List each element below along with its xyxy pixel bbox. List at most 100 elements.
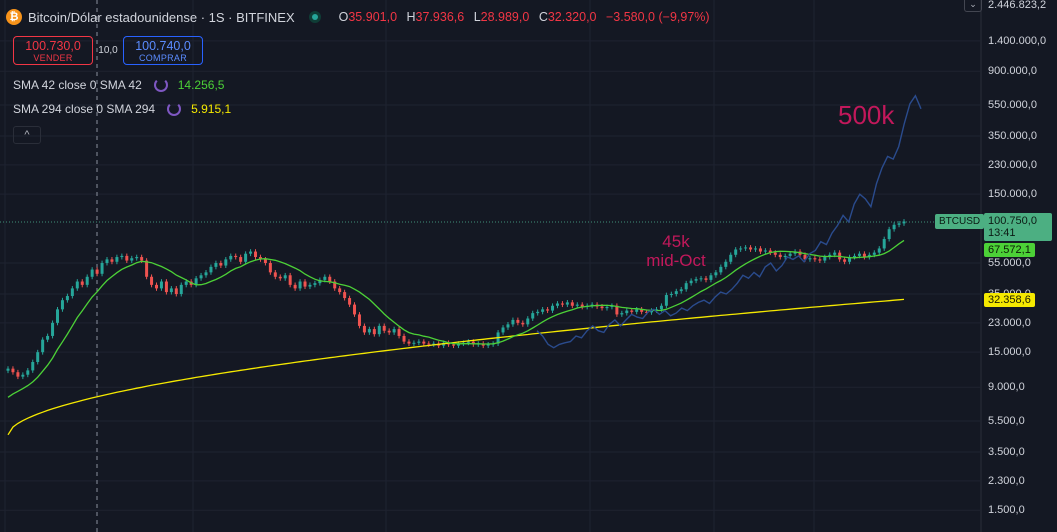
candle-body (392, 329, 396, 333)
candle-body (56, 309, 60, 323)
candle-body (635, 309, 639, 312)
chevron-up-icon: ^ (24, 129, 30, 141)
candle-body (763, 250, 767, 252)
candle-body (555, 303, 559, 306)
ohlc-values: O35.901,0 H37.936,6 L28.989,0 C32.320,0 … (338, 10, 710, 24)
candle-body (565, 302, 569, 305)
symbol-price-tag: BTCUSD (935, 214, 985, 229)
candle-body (813, 258, 817, 260)
trade-panel: 100.730,0 VENDER 10,0 100.740,0 COMPRAR (13, 36, 203, 65)
candle-body (719, 266, 723, 273)
candle-body (536, 311, 540, 314)
candle-body (724, 261, 728, 267)
candle-body (783, 255, 787, 258)
candle-body (357, 314, 361, 326)
candle-body (887, 229, 891, 240)
candle-body (90, 269, 94, 277)
sma294-line (7, 298, 905, 436)
candle-body (328, 276, 332, 282)
candle-body (531, 313, 535, 319)
candle-body (249, 251, 253, 254)
candle-body (432, 343, 436, 345)
candle-body (541, 309, 545, 312)
sma42-line (7, 239, 905, 398)
candle-body (862, 253, 866, 258)
price-axis-label: 350.000,0 (988, 130, 1037, 143)
candle-body (709, 275, 713, 280)
candle-body (21, 374, 25, 377)
candle-body (610, 305, 614, 307)
price-axis-label: 9.000,0 (988, 381, 1025, 394)
buy-label: COMPRAR (138, 53, 188, 63)
candle-body (100, 263, 104, 274)
candle-body (145, 260, 149, 277)
price-axis-label: 230.000,0 (988, 158, 1037, 171)
candle-body (580, 304, 584, 307)
indicator-sma42[interactable]: SMA 42 close 0 SMA 42 14.256,5 (13, 78, 224, 92)
candle-body (135, 257, 139, 259)
candle-body (31, 361, 35, 371)
price-axis-label: 550.000,0 (988, 99, 1037, 111)
low-value: 28.989,0 (480, 10, 530, 24)
buy-price: 100.740,0 (135, 39, 191, 53)
price-axis-label: 2.300,0 (988, 474, 1025, 487)
symbol-title[interactable]: Bitcoin/Dólar estadounidense · 1S · BITF… (28, 9, 295, 25)
candle-body (422, 341, 426, 344)
indicator-name: SMA 42 close 0 SMA 42 (13, 78, 142, 92)
candle-body (402, 335, 406, 342)
candle-body (209, 266, 213, 273)
candle-body (749, 247, 753, 250)
candle-body (645, 311, 649, 313)
candle-body (833, 252, 837, 255)
price-axis-label: 55.000,0 (988, 257, 1031, 269)
candle-body (244, 253, 248, 262)
buy-button[interactable]: 100.740,0 COMPRAR (123, 36, 203, 65)
candle-body (417, 341, 421, 343)
indicator-value: 14.256,5 (177, 78, 225, 92)
candle-body (204, 272, 208, 276)
candle-body (387, 330, 391, 333)
candle-body (773, 252, 777, 255)
chevron-down-icon[interactable]: ⌄ (964, 0, 982, 12)
candle-body (466, 341, 470, 343)
candle-body (333, 281, 337, 289)
collapse-legend-button[interactable]: ^ (13, 126, 41, 144)
candle-body (867, 254, 871, 258)
candle-body (362, 325, 366, 333)
candle-body (110, 259, 114, 262)
candle-body (843, 259, 847, 262)
change-value: −3.580,0 (−9,97%) (606, 10, 710, 24)
candle-body (818, 259, 822, 261)
candle-body (630, 310, 634, 312)
candle-body (298, 281, 302, 289)
candle-body (75, 281, 79, 289)
price-axis-label: 5.500,0 (988, 415, 1025, 428)
candle-body (516, 319, 520, 323)
candle-body (739, 248, 743, 250)
candle-body (551, 305, 555, 311)
annotation-500k[interactable]: 500k (838, 100, 895, 130)
candle-body (699, 278, 703, 280)
sell-label: VENDER (33, 53, 73, 63)
candle-body (60, 300, 64, 310)
candle-body (120, 255, 124, 258)
candle-body (600, 306, 604, 309)
candle-body (679, 289, 683, 292)
candle-body (273, 272, 277, 277)
candle-body (288, 275, 292, 285)
candle-body (526, 318, 530, 325)
candle-body (6, 368, 10, 371)
candle-body (313, 283, 317, 285)
candle-body (902, 221, 906, 224)
candle-body (174, 288, 178, 295)
sell-button[interactable]: 100.730,0 VENDER (13, 36, 93, 65)
annotation-45k-mid-oct[interactable]: 45k mid-Oct (646, 232, 706, 270)
candle-body (427, 343, 431, 345)
candle-body (125, 255, 129, 261)
candle-body (872, 252, 876, 255)
candle-body (36, 352, 40, 362)
indicator-sma294[interactable]: SMA 294 close 0 SMA 294 5.915,1 (13, 102, 231, 116)
sma294-price-tag: 32.358,6 (984, 293, 1035, 307)
candle-body (664, 295, 668, 306)
